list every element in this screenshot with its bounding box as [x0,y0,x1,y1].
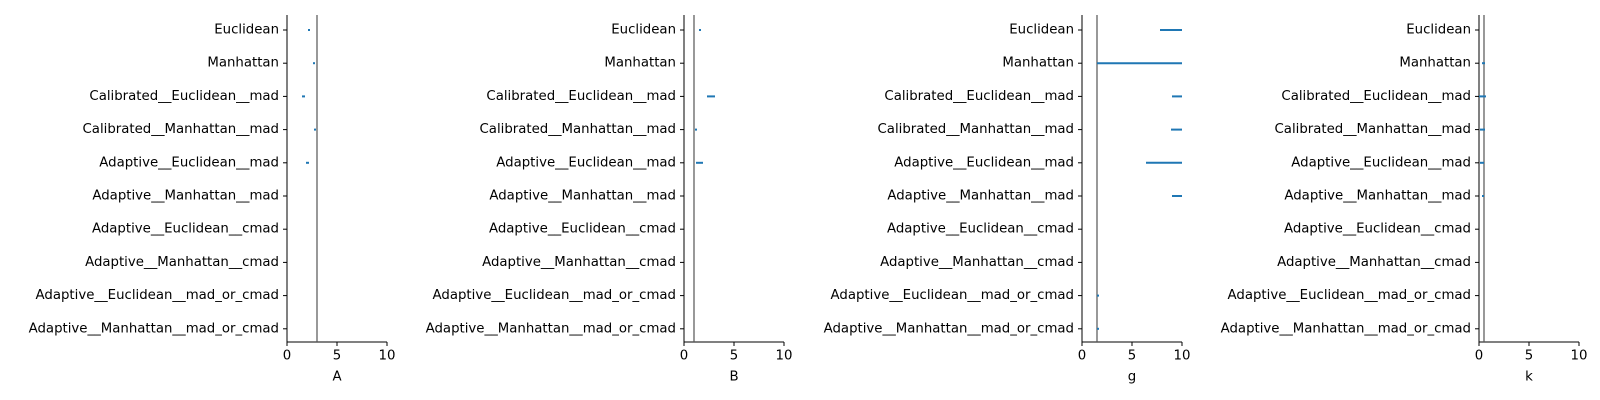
x-tick-label: 10 [379,349,396,364]
y-tick-label: Adaptive__Manhattan__mad [92,189,279,204]
y-tick-label: Adaptive__Euclidean__mad_or_cmad [433,288,676,303]
x-tick-label: 0 [283,349,291,364]
y-tick-label: Adaptive__Euclidean__mad [894,155,1074,170]
y-tick-label: Manhattan [1002,56,1074,71]
y-tick-label: Adaptive__Manhattan__mad_or_cmad [426,321,676,336]
x-tick-label: 5 [1128,349,1136,364]
y-tick-label: Adaptive__Euclidean__cmad [887,222,1074,237]
y-tick-label: Adaptive__Manhattan__cmad [85,255,279,270]
x-tick-label: 5 [333,349,341,364]
y-tick-label: Adaptive__Manhattan__mad_or_cmad [1221,321,1471,336]
y-tick-label: Adaptive__Euclidean__cmad [1284,222,1471,237]
y-tick-label: Adaptive__Manhattan__mad_or_cmad [824,321,1074,336]
panel-A: Euclidean Manhattan Calibrated__Euclidean_… [29,15,396,385]
panel-k: Euclidean Manhattan Calibrated__Euclidean_… [1221,15,1588,385]
y-tick-label: Euclidean [611,23,676,38]
x-axis-label: g [1128,370,1136,385]
y-tick-label: Euclidean [1009,23,1074,38]
y-tick-label: Calibrated__Euclidean__mad [1281,89,1471,104]
y-tick-label: Manhattan [207,56,279,71]
x-tick-label: 10 [1571,349,1588,364]
y-tick-label: Adaptive__Euclidean__mad [99,155,279,170]
x-tick-label: 10 [776,349,793,364]
x-tick-label: 0 [1475,349,1483,364]
x-tick-label: 10 [1174,349,1191,364]
y-tick-label: Calibrated__Manhattan__mad [1275,122,1471,137]
y-tick-label: Adaptive__Manhattan__mad_or_cmad [29,321,279,336]
y-tick-label: Adaptive__Manhattan__mad [887,189,1074,204]
y-tick-label: Adaptive__Euclidean__cmad [489,222,676,237]
y-tick-label: Calibrated__Euclidean__mad [884,89,1074,104]
y-tick-label: Adaptive__Euclidean__mad [496,155,676,170]
y-tick-label: Adaptive__Manhattan__cmad [482,255,676,270]
x-axis-label: k [1525,370,1533,385]
panel-B: Euclidean Manhattan Calibrated__Euclidean_… [426,15,793,385]
y-tick-label: Adaptive__Euclidean__mad [1291,155,1471,170]
y-tick-label: Manhattan [1399,56,1471,71]
x-tick-label: 0 [680,349,688,364]
y-tick-label: Adaptive__Euclidean__mad_or_cmad [1228,288,1471,303]
y-tick-label: Adaptive__Manhattan__mad [1284,189,1471,204]
y-tick-label: Calibrated__Manhattan__mad [480,122,676,137]
y-tick-label: Calibrated__Euclidean__mad [486,89,676,104]
y-tick-label: Adaptive__Euclidean__mad_or_cmad [36,288,279,303]
x-tick-label: 5 [730,349,738,364]
x-axis-label: B [729,370,738,385]
y-tick-label: Calibrated__Euclidean__mad [89,89,279,104]
x-axis-label: A [332,370,341,385]
y-tick-label: Adaptive__Euclidean__cmad [92,222,279,237]
y-tick-label: Adaptive__Manhattan__cmad [880,255,1074,270]
x-tick-label: 0 [1078,349,1086,364]
y-tick-label: Calibrated__Manhattan__mad [878,122,1074,137]
y-tick-label: Adaptive__Euclidean__mad_or_cmad [831,288,1074,303]
y-tick-label: Euclidean [1406,23,1471,38]
x-tick-label: 5 [1525,349,1533,364]
y-tick-label: Calibrated__Manhattan__mad [83,122,279,137]
y-tick-label: Euclidean [214,23,279,38]
y-tick-label: Manhattan [604,56,676,71]
y-tick-label: Adaptive__Manhattan__cmad [1277,255,1471,270]
y-tick-label: Adaptive__Manhattan__mad [489,189,676,204]
panel-g: Euclidean Manhattan Calibrated__Euclidean_… [824,15,1191,385]
